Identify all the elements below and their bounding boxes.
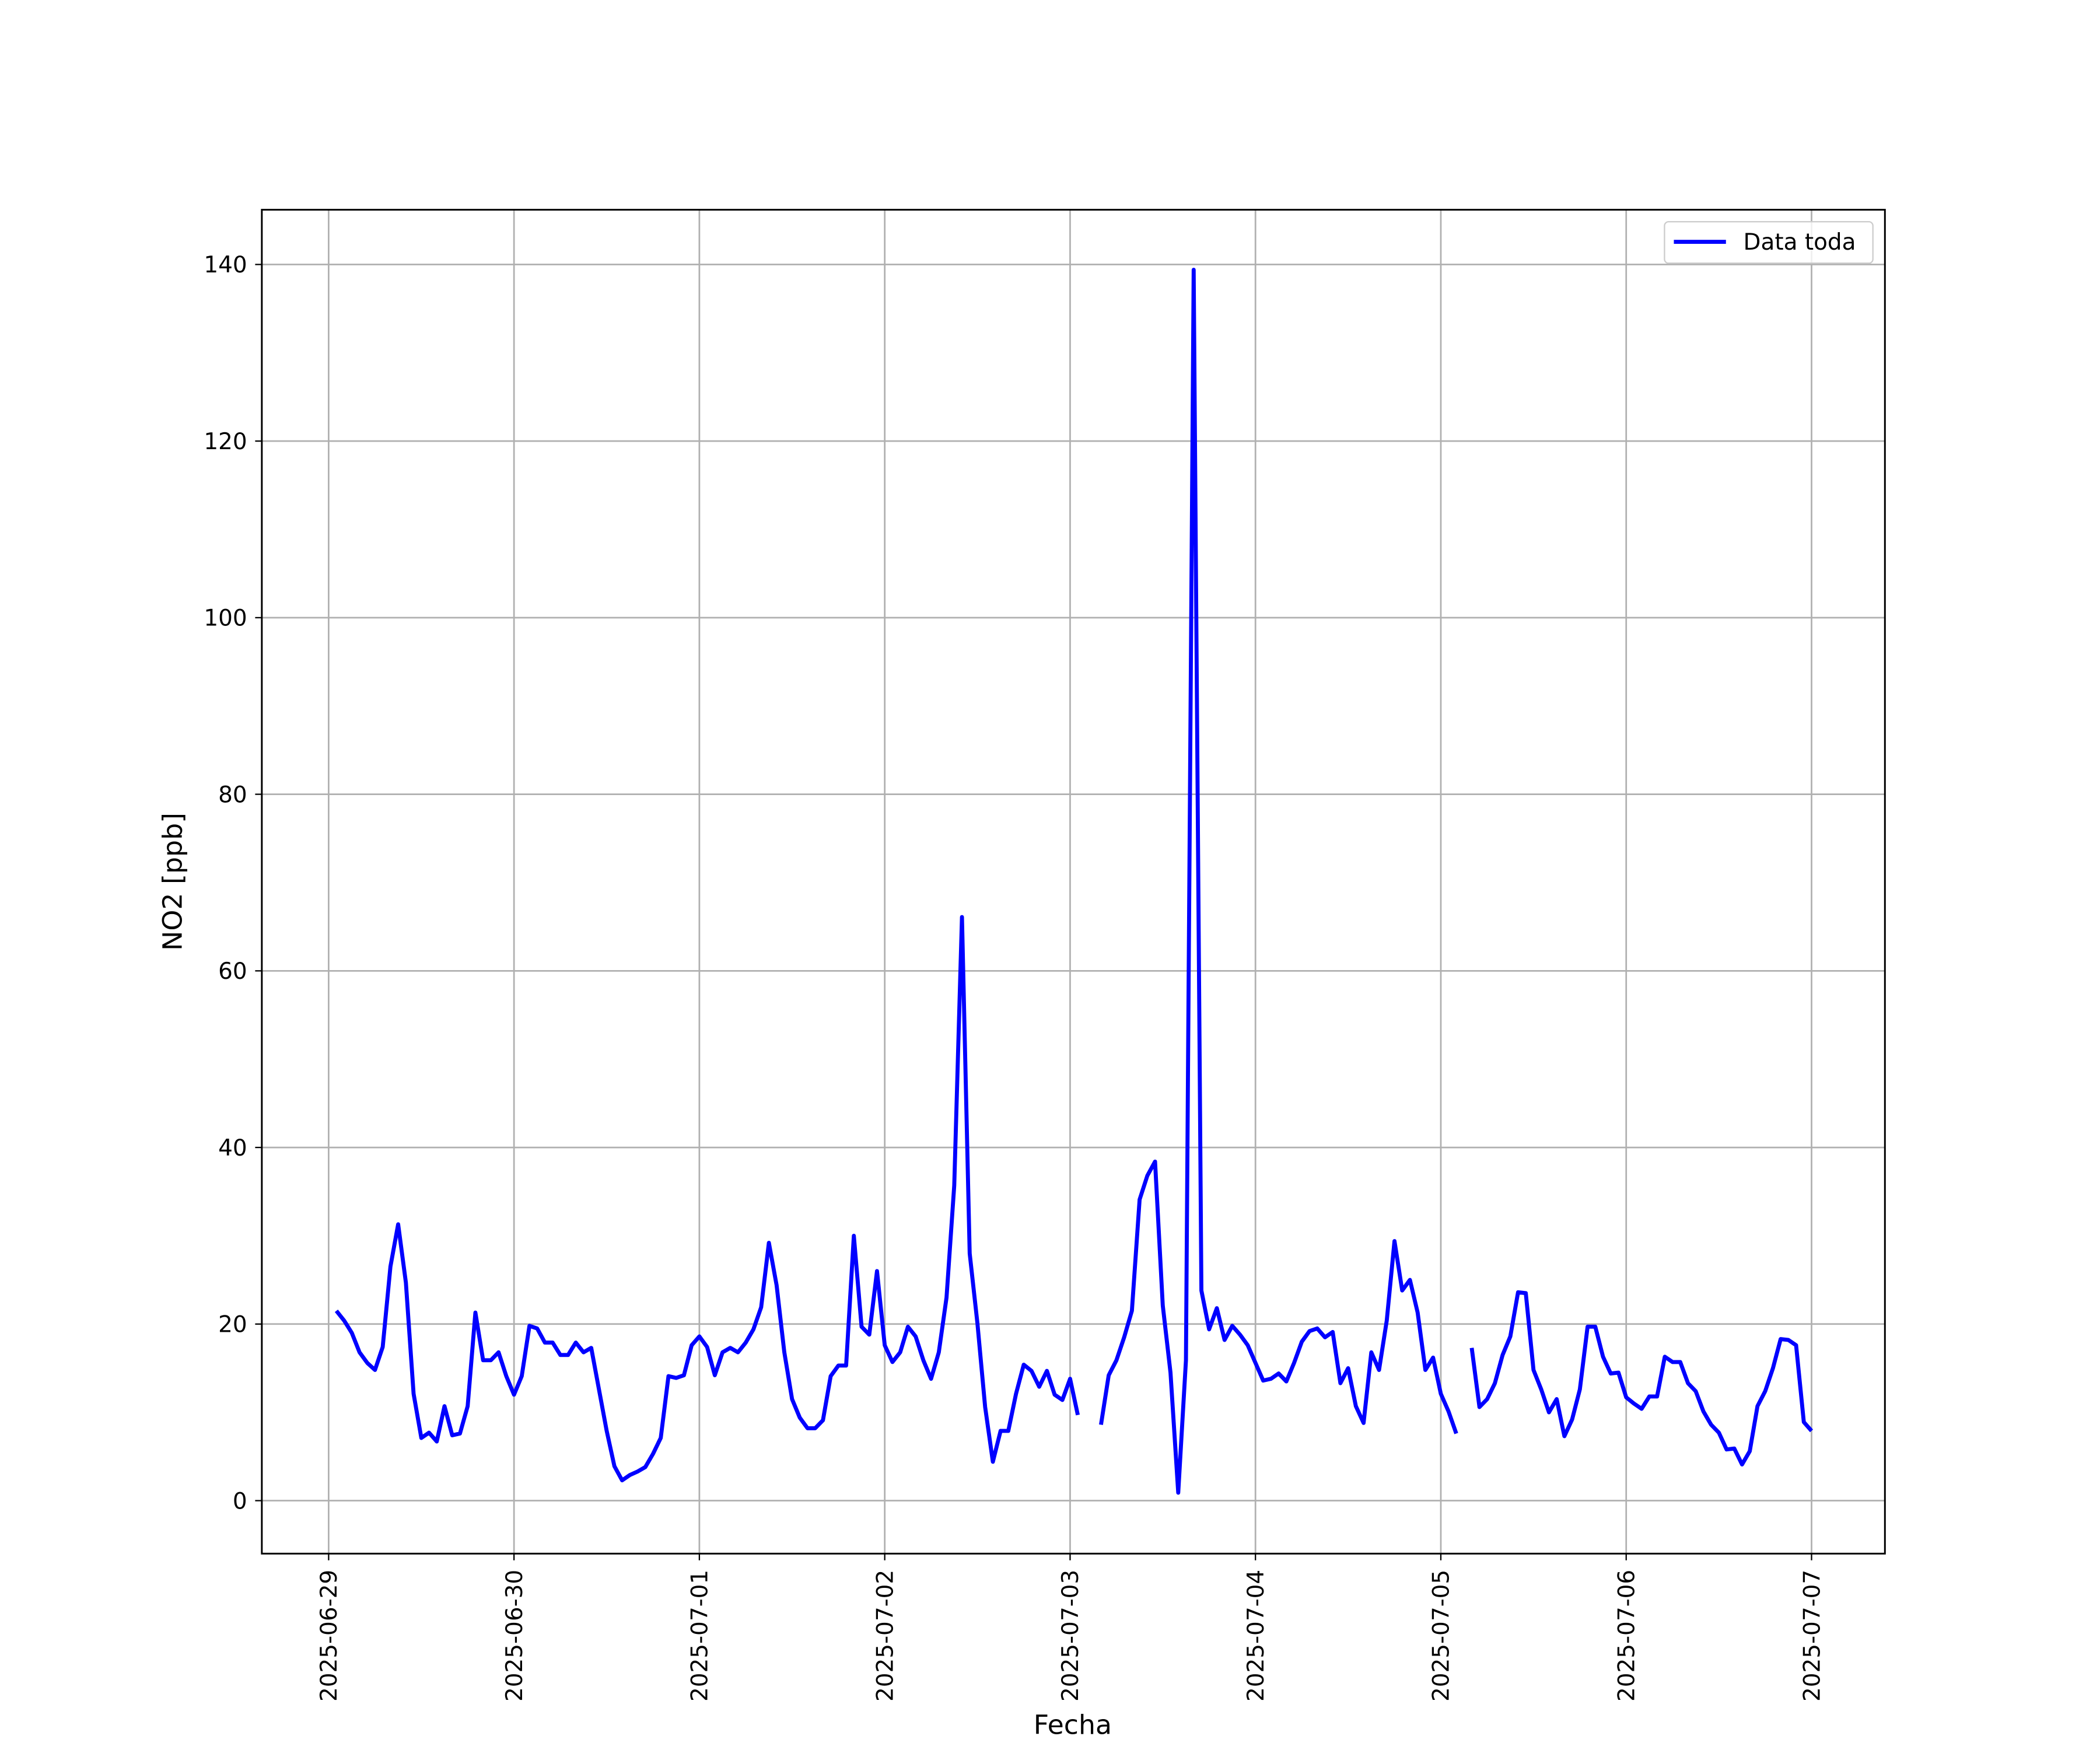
plot <box>334 268 1814 1495</box>
y-tick-label: 20 <box>218 1312 247 1338</box>
y-axis-label: NO2 [ppb] <box>156 813 188 951</box>
y-tick-label: 100 <box>204 606 247 632</box>
legend-label: Data toda <box>1744 229 1856 256</box>
x-tick-label: 2025-07-01 <box>687 1570 713 1702</box>
x-axis-label: Fecha <box>1034 1709 1112 1741</box>
x-tick-label: 2025-06-30 <box>502 1570 528 1702</box>
x-tick-label: 2025-07-04 <box>1243 1570 1269 1702</box>
y-tick-label: 120 <box>204 429 247 455</box>
legend-box <box>1664 221 1874 264</box>
legend: Data toda <box>1664 221 1874 264</box>
x-tick-label: 2025-07-02 <box>872 1570 898 1702</box>
data-line <box>334 268 1814 1495</box>
grid: 0 20 40 60 80 100 120 140 2025-06-29 2025-06-30 20… <box>204 209 1885 1702</box>
y-tick-label: 40 <box>218 1135 247 1161</box>
x-tick-label: 2025-07-07 <box>1799 1570 1825 1702</box>
x-tick-label: 2025-07-05 <box>1429 1570 1455 1702</box>
axes-frame <box>261 209 1886 1555</box>
x-tick-label: 2025-07-06 <box>1614 1570 1640 1702</box>
y-tick-label: 0 <box>233 1488 247 1514</box>
x-tick-label: 2025-07-03 <box>1058 1570 1084 1702</box>
y-tick-label: 80 <box>218 782 247 808</box>
y-tick-label: 60 <box>218 958 247 985</box>
x-tick-label: 2025-06-29 <box>316 1570 342 1702</box>
y-tick-label: 140 <box>204 252 247 278</box>
